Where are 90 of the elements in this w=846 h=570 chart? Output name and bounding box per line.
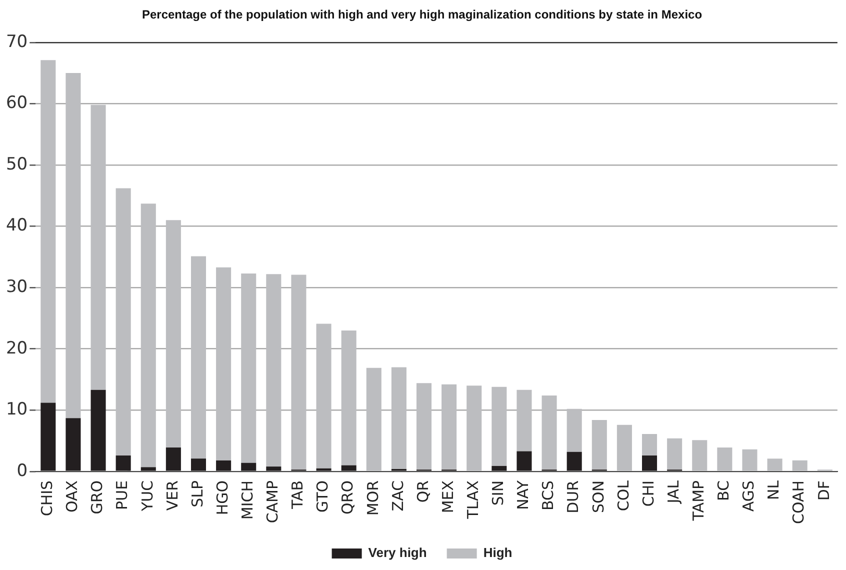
y-tick-label: 20 [6,338,28,358]
bar [566,452,582,471]
y-tick-label: 30 [6,276,28,297]
bar [592,420,607,470]
bar [366,368,382,471]
x-tick-label: CAMP [264,480,282,524]
x-tick-label: SON [589,480,608,514]
bar [616,424,632,471]
x-tick-label: COL [614,480,632,512]
bar [341,330,356,466]
bar [466,386,482,471]
x-tick-label: HGO [213,480,232,516]
bar [692,440,708,471]
x-tick-label: BC [714,480,733,501]
bar [492,466,507,471]
x-tick-label: JAL [664,480,682,504]
bar [241,462,256,471]
bar [792,460,808,471]
x-tick-label: CHI [639,480,658,507]
x-tick-label: DF [814,480,833,501]
y-tick-label: 0 [16,460,28,481]
x-tick-label: OAX [63,480,82,513]
x-tick-label: TAB [288,480,307,510]
x-tick-label: GRO [88,480,106,514]
x-tick-label: NL [764,480,783,500]
bar [216,267,232,460]
x-tick-label: MOR [364,480,382,516]
bar [316,324,332,468]
bar [241,273,256,463]
bar [40,60,56,403]
x-tick-label: AGS [740,480,758,512]
x-tick-label: QR [414,480,432,503]
bar [116,188,131,456]
bar [291,274,306,470]
bar [66,418,81,471]
bar [767,458,782,471]
x-tick-label: NAY [514,480,532,510]
bar [516,390,532,452]
y-tick-label: 70 [6,32,28,52]
bar [442,384,457,470]
x-tick-label: PUE [113,480,132,510]
x-tick-label: SLP [188,480,206,508]
x-tick-label: SIN [489,480,508,506]
bar [66,73,81,418]
bar [566,408,582,452]
bar [166,448,181,471]
bar [341,465,356,471]
bar [140,204,156,468]
bar [642,456,658,471]
x-tick-label: MEX [438,480,457,514]
x-tick-label: TAMP [690,480,708,522]
bar [216,460,232,471]
y-tick-label: 10 [6,400,28,420]
legend-label: High [483,545,512,560]
x-tick-label: DUR [564,480,582,514]
bar [717,448,732,471]
bar [190,256,206,459]
chart-title: Percentage of the population with high and very high maginalization conditions by state in Mexico [142,8,702,22]
bar [642,434,658,456]
bar [90,104,106,390]
x-tick-label: BCS [539,480,558,510]
x-tick-label: ZAC [388,480,407,512]
bar [416,383,432,470]
x-tick-label: VER [163,480,182,511]
legend-label: Very high [368,545,427,560]
x-tick-label: YUC [138,480,156,512]
x-tick-label: QRO [338,480,357,514]
bar [316,468,332,471]
bar [667,438,682,470]
bar [266,466,282,471]
bar [166,220,181,448]
bar [90,390,106,471]
x-tick-label: COAH [790,480,808,524]
bar [140,467,156,471]
y-tick-label: 60 [6,93,28,114]
y-tick-label: 50 [6,154,28,174]
x-tick-label: TLAX [464,480,482,520]
bar [116,456,131,471]
bar [266,274,282,467]
bar [492,386,507,466]
bar [742,449,758,471]
bar [391,367,406,469]
x-tick-label: GTO [314,480,332,513]
x-tick-label: CHIS [38,480,56,516]
bar [516,451,532,471]
bar [40,402,56,471]
x-tick-label: MICH [238,480,256,520]
bar [190,458,206,471]
bar [542,395,557,470]
y-tick-label: 40 [6,216,28,236]
